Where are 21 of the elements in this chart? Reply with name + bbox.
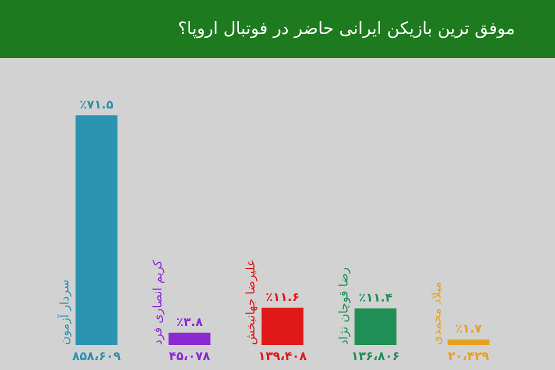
x-tick-label: رضا قوچان نژاد bbox=[336, 267, 351, 345]
bar bbox=[354, 308, 396, 345]
text: ۲۰،۴۲۹ bbox=[448, 349, 490, 364]
text: ۱۳۶،۸۰۶ bbox=[351, 349, 400, 364]
bar bbox=[168, 332, 210, 345]
data-label: ٪۷۱.۵ bbox=[80, 97, 114, 112]
data-label: ٪۳.۸ bbox=[176, 314, 204, 329]
text: ۸۵۸،۶۰۹ bbox=[72, 349, 122, 364]
data-label: ٪۱.۷ bbox=[455, 322, 482, 336]
bar bbox=[76, 115, 118, 345]
chart-title: موفق ترین بازیکن ایرانی حاضر در فوتبال اروپا؟ bbox=[178, 19, 515, 39]
x-tick-label: کریم انصاری فرد bbox=[150, 260, 165, 345]
text: ۱۳۹،۴۰۸ bbox=[258, 349, 308, 364]
text: ۴۵،۰۷۸ bbox=[168, 349, 211, 364]
data-label: ٪۱۱.۴ bbox=[358, 290, 392, 305]
x-tick-label: علیرضا جهانبخش bbox=[244, 259, 258, 345]
data-label: ٪۱۱.۶ bbox=[266, 290, 300, 304]
bar bbox=[262, 308, 304, 345]
bar bbox=[448, 340, 490, 345]
x-tick-label: سردار آزمون bbox=[56, 279, 72, 345]
x-tick-label: میلاد محمدی bbox=[430, 282, 444, 345]
